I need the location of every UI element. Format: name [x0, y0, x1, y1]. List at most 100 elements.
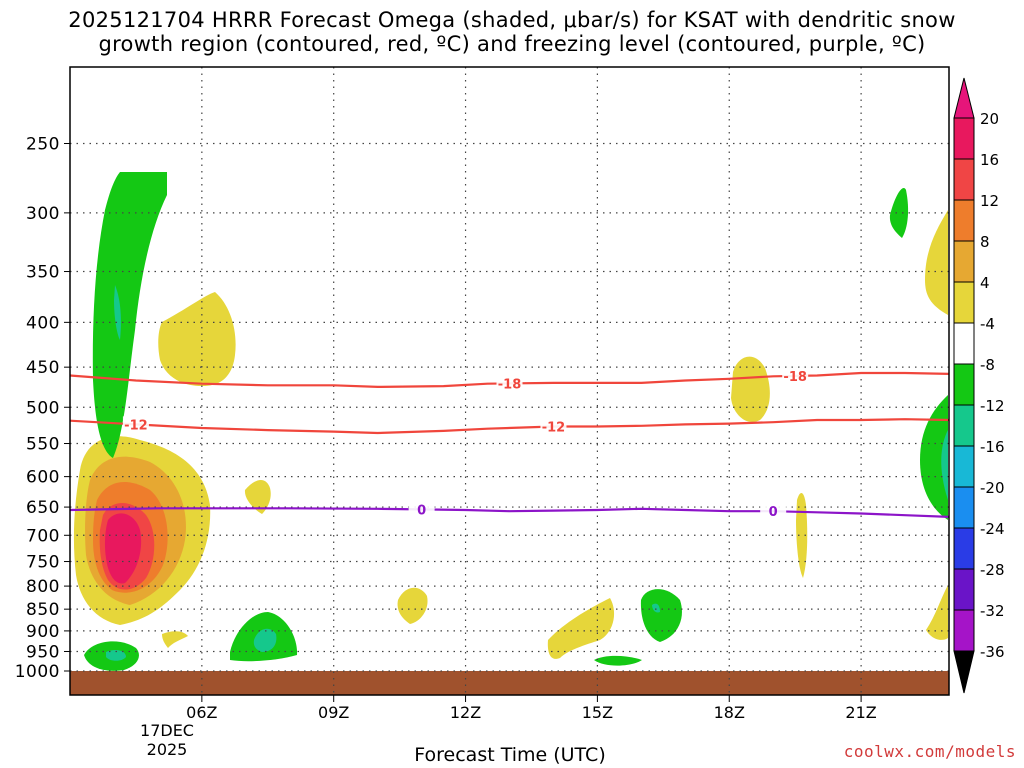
omega-blob-right-yellow-upper: [925, 210, 948, 315]
omega-blob-low-16z: [640, 589, 682, 642]
colorbar-segment: [953, 527, 975, 570]
x-tick-label: 06Z: [186, 703, 217, 722]
y-tick-label: 850: [26, 600, 60, 620]
y-tick-label: 650: [26, 498, 60, 518]
omega-blob-21z: [889, 187, 909, 238]
y-tick-label: 450: [26, 358, 60, 378]
colorbar-segment: [953, 158, 975, 201]
colorbar-label: -16: [980, 438, 1005, 456]
colorbar-label: -8: [980, 356, 995, 374]
contour-label: -12: [124, 418, 148, 433]
colorbar-segment: [953, 199, 975, 242]
credit-link[interactable]: coolwx.com/models: [843, 742, 1016, 761]
colorbar-label: -24: [980, 520, 1005, 538]
omega-colorbar: 20 16 12 8 4 -4 -8 -12 -16 -20 -24 -28 -32 -36: [953, 77, 1005, 694]
contour-label-bg: [408, 501, 435, 517]
contour-label: 0: [769, 505, 778, 520]
colorbar-top-arrow: [953, 77, 975, 119]
y-tick-label: 750: [26, 553, 60, 573]
omega-blob-right-green-core: [941, 430, 948, 500]
y-tick-label: 550: [26, 435, 60, 455]
omega-blob-negative-upper-core: [114, 285, 121, 340]
contour-line: [69, 507, 950, 518]
omega-blob-positive-20: [104, 513, 142, 584]
omega-blob-negative-upper: [92, 172, 167, 458]
chart-title-line2: growth region (contoured, red, ºC) and f…: [98, 32, 926, 56]
date-label-year: 2025: [147, 740, 188, 759]
contour-label: 0: [417, 503, 426, 518]
colorbar-label: -28: [980, 561, 1005, 579]
contour-label-bg: [782, 367, 809, 383]
y-tick-label: 400: [26, 313, 60, 333]
contour-label-bg: [760, 503, 787, 519]
contour-line: [69, 371, 950, 389]
colorbar-segment: [953, 363, 975, 406]
x-tick-label: 21Z: [845, 703, 876, 722]
omega-blob-low-06z: [162, 631, 188, 648]
contour-label: -18: [498, 377, 522, 392]
omega-blob-low-15z: [547, 598, 615, 659]
x-axis-label: Forecast Time (UTC): [0, 744, 1024, 766]
colorbar-label: -4: [980, 315, 995, 333]
y-axis-ticks: 2503003504004505005506006507007508008509…: [15, 135, 70, 682]
omega-blob-right-green: [920, 395, 948, 520]
colorbar-label: 16: [980, 151, 999, 169]
y-tick-label: 300: [26, 204, 60, 224]
contour-label-bg: [122, 416, 149, 432]
contour-label: -18: [783, 370, 807, 385]
grid-lines: [70, 67, 949, 695]
omega-blob-low-16z-core: [652, 603, 660, 613]
y-tick-label: 350: [26, 263, 60, 283]
contour-label-bg: [540, 418, 567, 434]
colorbar-segment: [953, 568, 975, 611]
x-axis-label-text: Forecast Time (UTC): [414, 744, 606, 766]
colorbar-segment: [953, 609, 975, 652]
colorbar-label: 20: [980, 110, 999, 128]
y-tick-label: 900: [26, 622, 60, 642]
x-tick-label: 09Z: [318, 703, 349, 722]
x-axis-ticks: 06Z 09Z 12Z 15Z 18Z 21Z: [186, 695, 877, 722]
colorbar-label: -36: [980, 643, 1005, 661]
contour-label: -12: [542, 421, 566, 436]
y-tick-label: 600: [26, 468, 60, 488]
chart-title-line1: 2025121704 HRRR Forecast Omega (shaded, …: [68, 8, 956, 32]
x-tick-label: 18Z: [714, 703, 745, 722]
y-tick-label: 800: [26, 577, 60, 597]
colorbar-bottom-arrow: [953, 650, 975, 694]
x-tick-label: 12Z: [450, 703, 481, 722]
colorbar-label: -12: [980, 397, 1005, 415]
colorbar-segment: [953, 486, 975, 529]
y-tick-label: 1000: [15, 662, 60, 682]
colorbar-segment: [953, 404, 975, 447]
omega-blob-low-15z-small: [594, 655, 642, 666]
omega-blob-positive-07z: [158, 292, 236, 387]
y-tick-label: 500: [26, 398, 60, 418]
omega-blob-right-yellow-lower: [926, 585, 948, 640]
omega-blob-19z: [796, 493, 808, 578]
date-label-day: 17DEC: [140, 721, 194, 740]
colorbar-segment: [953, 240, 975, 283]
omega-shading: [73, 172, 948, 671]
omega-blob-18z: [731, 356, 770, 423]
colorbar-label: 8: [980, 233, 990, 251]
colorbar-label: -20: [980, 479, 1005, 497]
colorbar-label: -32: [980, 602, 1005, 620]
colorbar-segment: [953, 322, 975, 365]
contour-lines: -18 -18 -12 -12 0 0: [69, 367, 950, 520]
colorbar-segment: [953, 117, 975, 160]
y-tick-label: 950: [26, 642, 60, 662]
omega-blob-low-08z-core: [253, 628, 277, 652]
contour-line: [69, 418, 950, 435]
omega-blob-low-11z: [397, 587, 428, 624]
colorbar-label: 4: [980, 274, 990, 292]
x-tick-label: 15Z: [582, 703, 613, 722]
y-tick-label: 250: [26, 135, 60, 155]
omega-blob-small-620: [244, 479, 271, 514]
colorbar-segment: [953, 281, 975, 324]
y-tick-label: 700: [26, 526, 60, 546]
plot-frame: [69, 66, 950, 696]
colorbar-label: 12: [980, 192, 999, 210]
omega-blob-low-left-core: [106, 649, 126, 661]
contour-label-bg: [496, 375, 523, 391]
